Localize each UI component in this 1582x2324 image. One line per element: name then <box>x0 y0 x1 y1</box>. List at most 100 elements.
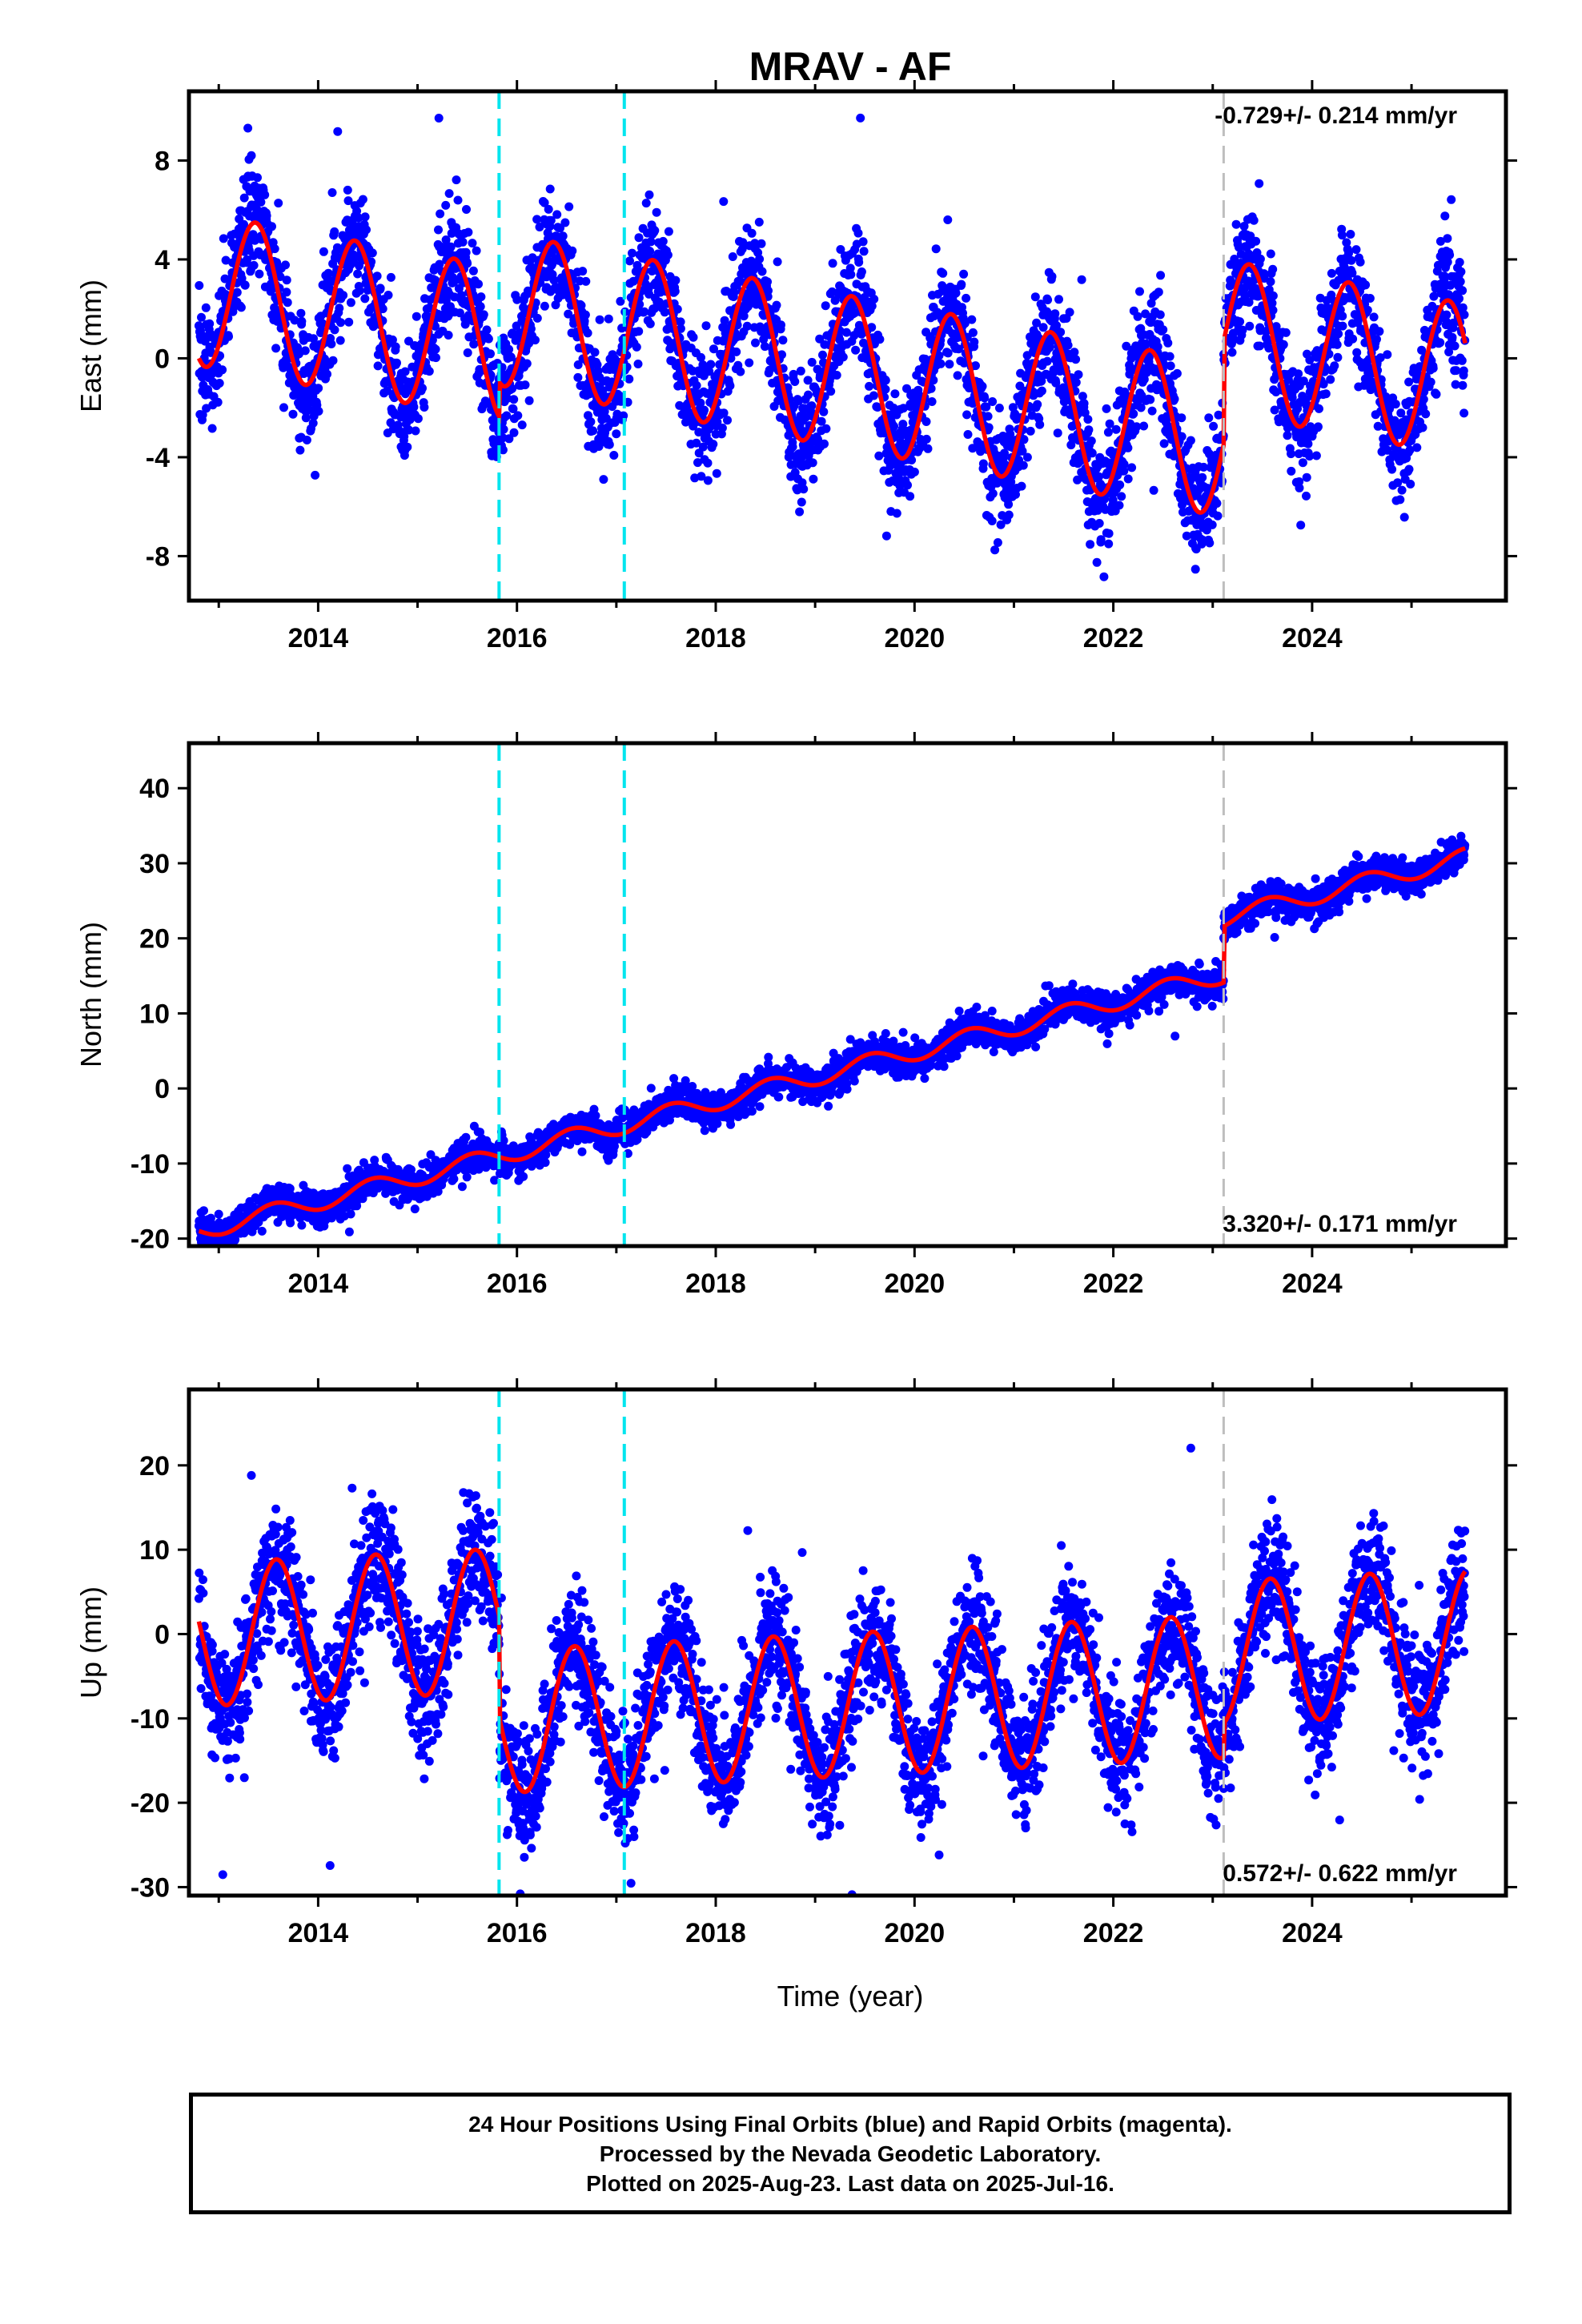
data-point <box>520 380 530 390</box>
data-point <box>1302 472 1311 482</box>
data-point <box>980 393 990 403</box>
data-point <box>903 480 912 490</box>
data-point <box>509 428 519 437</box>
data-point <box>725 381 735 391</box>
data-point <box>512 295 522 304</box>
data-point <box>757 267 767 276</box>
data-point <box>836 245 845 254</box>
data-point <box>346 298 355 308</box>
data-point <box>231 1235 240 1244</box>
y-tick-label: -4 <box>146 443 170 473</box>
data-point <box>1327 290 1336 300</box>
data-point <box>858 237 868 247</box>
data-point <box>873 403 882 412</box>
data-point <box>1299 376 1308 386</box>
data-point <box>256 197 266 207</box>
data-point <box>1435 236 1445 246</box>
data-point <box>221 255 231 265</box>
data-point <box>1439 283 1448 293</box>
data-point <box>1295 477 1304 486</box>
data-point <box>1417 345 1427 355</box>
daily-positions-north <box>194 831 1470 1246</box>
data-point <box>517 420 527 430</box>
data-point <box>1037 376 1046 386</box>
data-point <box>573 372 583 382</box>
data-point <box>482 325 492 335</box>
data-point <box>1105 419 1114 428</box>
data-point <box>290 316 299 325</box>
data-point <box>463 259 472 268</box>
data-point <box>1458 380 1468 390</box>
data-point <box>1099 572 1109 581</box>
data-point <box>532 215 542 224</box>
data-point <box>463 348 472 357</box>
data-point <box>1396 408 1406 418</box>
data-point <box>1249 215 1259 225</box>
data-point <box>386 272 396 282</box>
data-point <box>1333 352 1343 362</box>
data-point <box>360 294 370 304</box>
data-point <box>1077 275 1086 284</box>
data-point <box>988 489 998 498</box>
data-point <box>984 423 994 432</box>
data-point <box>698 442 708 452</box>
data-point <box>358 195 367 204</box>
y-tick-label: 4 <box>155 245 170 275</box>
data-point <box>737 244 747 254</box>
data-point <box>1136 403 1146 412</box>
data-point <box>867 301 877 311</box>
data-point <box>957 279 966 289</box>
data-point <box>927 397 937 406</box>
data-point <box>1355 257 1365 267</box>
data-point <box>330 325 339 335</box>
data-point <box>1429 292 1439 301</box>
data-point <box>993 538 1002 547</box>
data-point <box>506 352 516 362</box>
data-point <box>1460 310 1469 320</box>
data-point <box>645 247 655 256</box>
data-point <box>1125 364 1134 374</box>
data-point <box>403 442 412 452</box>
data-point <box>279 403 288 412</box>
data-point <box>869 295 879 304</box>
data-point <box>978 459 988 468</box>
data-point <box>757 239 766 248</box>
data-point <box>645 319 655 328</box>
data-point <box>701 321 711 331</box>
data-point <box>532 313 542 323</box>
data-point <box>486 349 495 359</box>
plot-area-east <box>194 113 1470 581</box>
data-point <box>1294 369 1303 379</box>
data-point <box>479 310 488 320</box>
data-point <box>599 475 608 485</box>
data-point <box>1053 428 1062 438</box>
data-point <box>1042 356 1052 366</box>
data-point <box>1383 350 1392 360</box>
data-point <box>717 423 727 432</box>
data-point <box>590 348 600 357</box>
data-point <box>508 404 518 413</box>
data-point <box>663 250 673 259</box>
data-point <box>404 425 414 435</box>
data-point <box>1149 485 1158 495</box>
data-point <box>773 257 782 267</box>
data-point <box>432 353 440 363</box>
data-point <box>689 332 698 342</box>
data-point <box>1239 222 1249 231</box>
data-point <box>694 428 704 437</box>
data-point <box>1186 436 1195 445</box>
data-point <box>772 300 781 310</box>
data-point <box>690 473 700 483</box>
data-point <box>921 434 931 444</box>
data-point <box>962 410 972 420</box>
y-tick-label: 0 <box>155 344 170 374</box>
data-point <box>1117 492 1126 501</box>
data-point <box>266 287 275 296</box>
data-point <box>392 358 401 368</box>
data-point <box>1104 529 1114 538</box>
data-point <box>759 335 769 344</box>
data-point <box>709 440 718 449</box>
data-point <box>458 237 468 247</box>
data-point <box>881 384 890 394</box>
